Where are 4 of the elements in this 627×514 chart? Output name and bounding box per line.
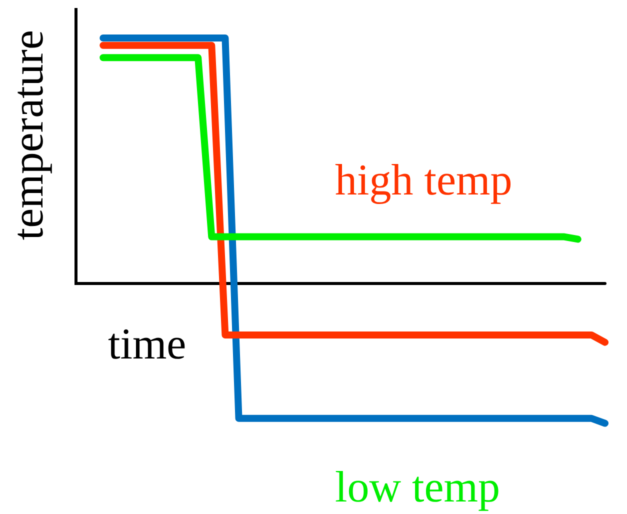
x-axis-title: time [108, 320, 186, 368]
text: low temp [335, 462, 500, 512]
text: high temp [335, 156, 512, 204]
y-axis-title: temperature [4, 30, 52, 240]
